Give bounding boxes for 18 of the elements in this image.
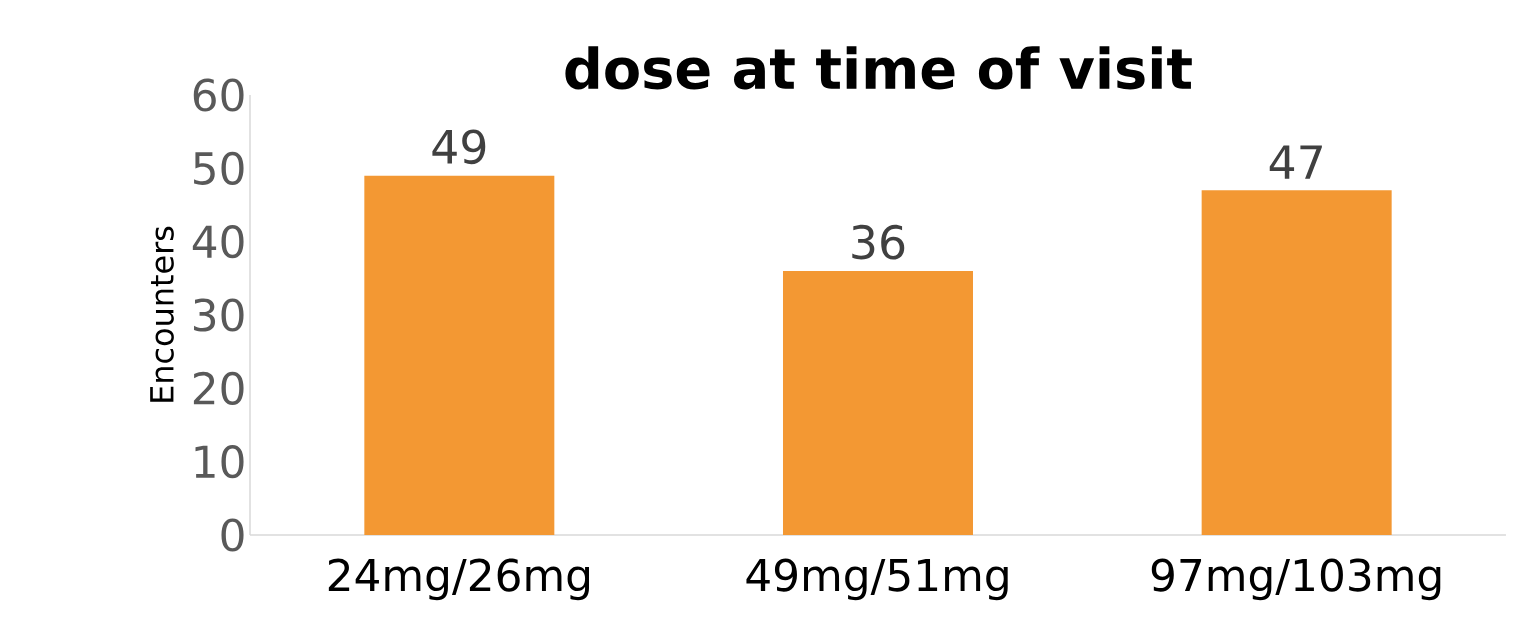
x-tick-label: 24mg/26mg [328, 558, 589, 601]
chart-title: dose at time of visit [565, 46, 1192, 90]
y-tick-label: 50 [194, 151, 244, 185]
y-tick-label: 10 [195, 445, 244, 479]
x-tick-label: 97mg/103mg [1151, 558, 1441, 601]
y-tick-label: 60 [193, 78, 244, 112]
bar [1201, 190, 1392, 535]
bar [782, 271, 973, 535]
y-tick-label: 30 [194, 298, 244, 332]
y-tick-label: 20 [193, 371, 244, 405]
data-label: 47 [1269, 145, 1322, 179]
y-axis-title: Encounters [150, 226, 174, 402]
y-tick-label: 0 [221, 518, 244, 552]
data-label: 49 [432, 129, 486, 165]
x-tick-label: 49mg/51mg [746, 558, 1008, 601]
bar [364, 175, 555, 535]
data-label: 36 [852, 224, 905, 260]
y-tick-label: 40 [192, 225, 244, 259]
